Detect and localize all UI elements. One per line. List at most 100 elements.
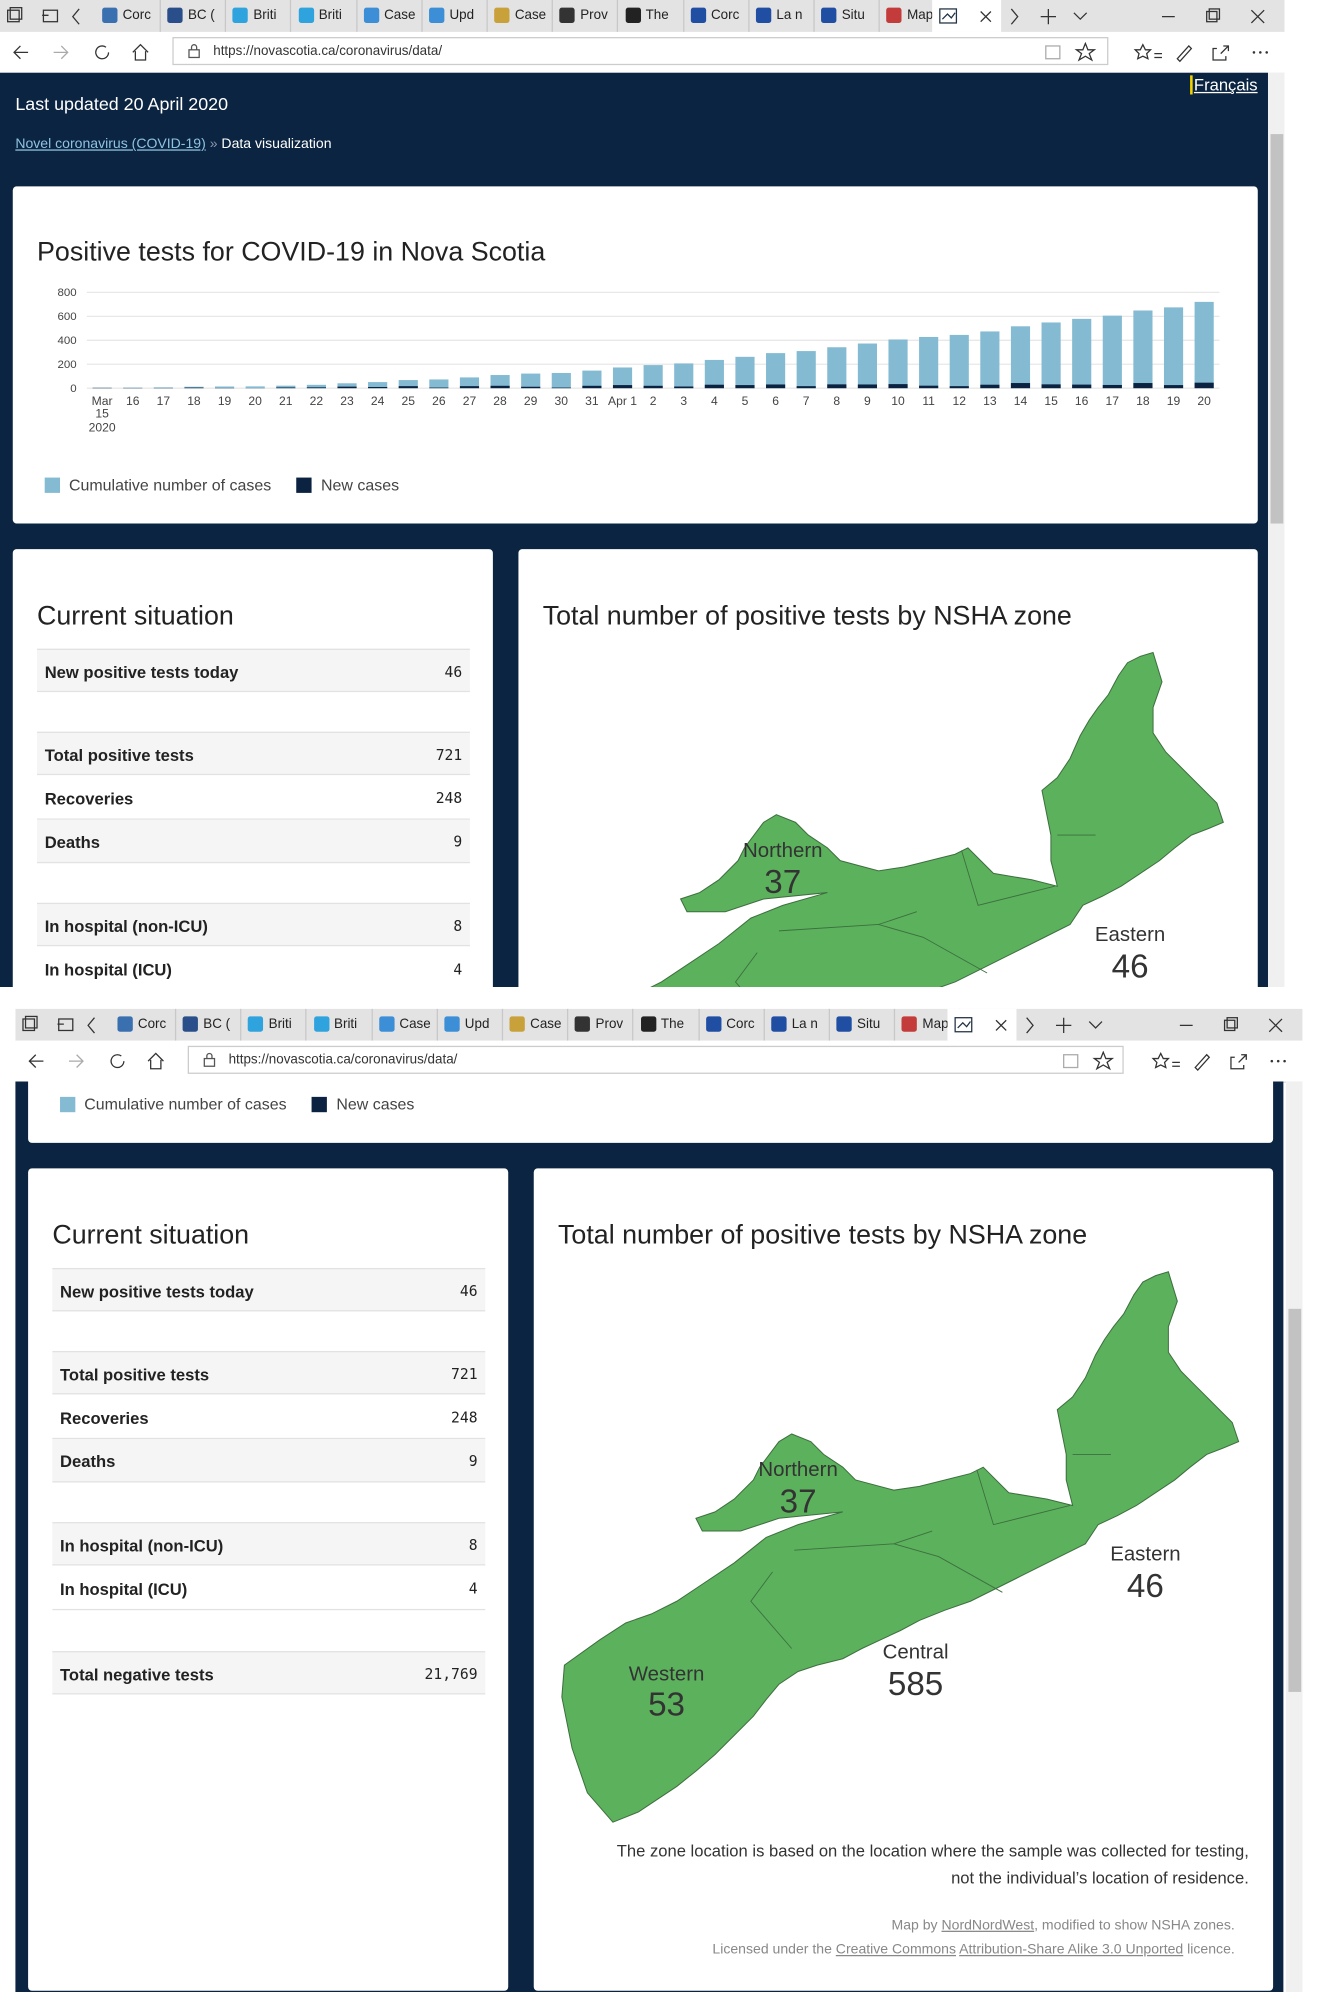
row-value: 9 [453,832,463,851]
tab-title: Briti [318,7,342,23]
tab[interactable]: Corc [96,0,161,32]
map-title: Total number of positive tests by NSHA z… [558,1220,1088,1251]
table-row: Total positive tests 721 [52,1350,486,1395]
row-label: Recoveries [60,1407,149,1427]
scrollbar[interactable] [1267,72,1285,988]
tab-actions[interactable] [1022,1015,1111,1035]
window-controls[interactable] [1175,1015,1290,1035]
tab[interactable]: Case [373,1008,438,1041]
scroll-thumb[interactable] [1288,1308,1302,1692]
row-label: In hospital (ICU) [44,959,172,979]
zone-name: Northern [758,1459,838,1482]
tab[interactable]: Corc [699,1008,765,1041]
tab[interactable]: La n [750,0,815,32]
tab[interactable]: BC ( [176,1008,242,1041]
tab-bar: Corc BC (Briti Briti Case Upd Case Prov The Corc… [0,0,1285,32]
tab[interactable]: Case [503,1008,569,1041]
licence-link[interactable]: Attribution-Share Alike 3.0 Unported [959,1942,1184,1958]
scrollbar[interactable] [1285,1081,1303,1992]
tab-icon [559,7,576,23]
tab[interactable]: Prov [553,0,619,32]
legend-item[interactable]: Cumulative number of cases [60,1096,287,1113]
toolbar-icons[interactable] [1062,1050,1294,1071]
y-tick-label: 400 [57,335,76,347]
legend-item[interactable]: Cumulative number of cases [44,476,271,494]
bar [919,336,939,389]
tab[interactable]: The [619,0,684,32]
url-field[interactable]: https://novascotia.ca/coronavirus/data/ [187,1045,1124,1074]
tab-icon [690,7,706,23]
toolbar-icons[interactable] [1045,42,1277,63]
table-row: Recoveries 248 [52,1395,486,1439]
active-tab[interactable] [932,0,1002,32]
x-tick-label: 6 [772,394,779,409]
bar [184,386,204,389]
tab[interactable]: Map [880,0,946,32]
url-field[interactable]: https://novascotia.ca/coronavirus/data/ [172,37,1109,66]
tab[interactable]: Briti [292,0,358,32]
x-tick-label: 9 [864,394,871,409]
tab[interactable]: La n [765,1008,830,1041]
zone-map [561,1271,1240,1823]
scroll-thumb[interactable] [1270,134,1284,524]
tab-title: Upd [464,1016,490,1032]
tab[interactable]: Upd [438,1008,504,1041]
row-value: 721 [435,745,463,764]
zone-name: Eastern [1110,1543,1181,1566]
bar [582,385,602,389]
x-tick-label: 10 [891,394,905,409]
tab[interactable]: Situ [815,0,881,32]
tab-title: Corc [726,1016,755,1032]
tab[interactable]: Case [488,0,554,32]
table-row: In hospital (ICU) 4 [52,1566,486,1610]
legend-swatch [312,1096,328,1113]
bar [398,386,418,389]
bar [123,387,143,389]
tab-actions[interactable] [1006,6,1095,26]
tab[interactable]: BC ( [161,0,227,32]
active-tab[interactable] [947,1008,1017,1041]
tab[interactable]: Prov [569,1008,634,1041]
tab[interactable]: Briti [227,0,292,32]
bar [368,382,388,389]
tab[interactable]: Corc [111,1008,177,1041]
viewport: Français Last updated 20 April 2020 Nove… [15,1081,1284,1992]
table-row: Recoveries 248 [37,775,470,820]
bar [857,343,878,389]
bar [980,331,1000,389]
tab[interactable]: The [634,1008,700,1041]
row-label: In hospital (ICU) [60,1578,188,1599]
tab-icon [755,7,772,23]
language-link[interactable]: Français [1190,75,1258,95]
tab-icon [248,1016,264,1032]
nav-buttons[interactable] [26,1051,179,1071]
credit-link[interactable]: NordNordWest [941,1917,1035,1934]
tab-icon [640,1016,656,1032]
breadcrumb-link[interactable]: Novel coronavirus (COVID-19) [15,136,206,152]
tab[interactable]: Case [357,0,423,32]
tab-icon [429,7,445,23]
window-controls[interactable] [1157,6,1272,26]
x-tick-label: 2 [649,394,657,409]
tab-icon [509,1016,526,1032]
legend-item[interactable]: New cases [296,476,399,494]
tab-title: Briti [334,1016,358,1032]
zone-value: 37 [779,1481,817,1521]
legend-item[interactable]: New cases [312,1096,414,1113]
licence-link[interactable]: Creative Commons [835,1942,957,1958]
page: Français Last updated 20 April 2020 Nove… [0,72,1268,988]
tab-icon [902,1016,918,1032]
x-tick-label: 21 [279,394,293,409]
tab-icon [771,1016,787,1032]
tab[interactable]: Briti [242,1008,307,1041]
legend-swatch [44,477,61,493]
tab[interactable]: Upd [423,0,488,32]
tab[interactable]: Corc [684,0,750,32]
tab[interactable]: Situ [830,1008,896,1041]
row-value: 9 [468,1451,478,1470]
x-tick-label: 19 [1166,394,1181,409]
nav-buttons[interactable] [10,42,163,62]
bar [612,367,633,389]
row-label: Total negative tests [60,1665,214,1685]
tab[interactable]: Briti [307,1008,373,1041]
